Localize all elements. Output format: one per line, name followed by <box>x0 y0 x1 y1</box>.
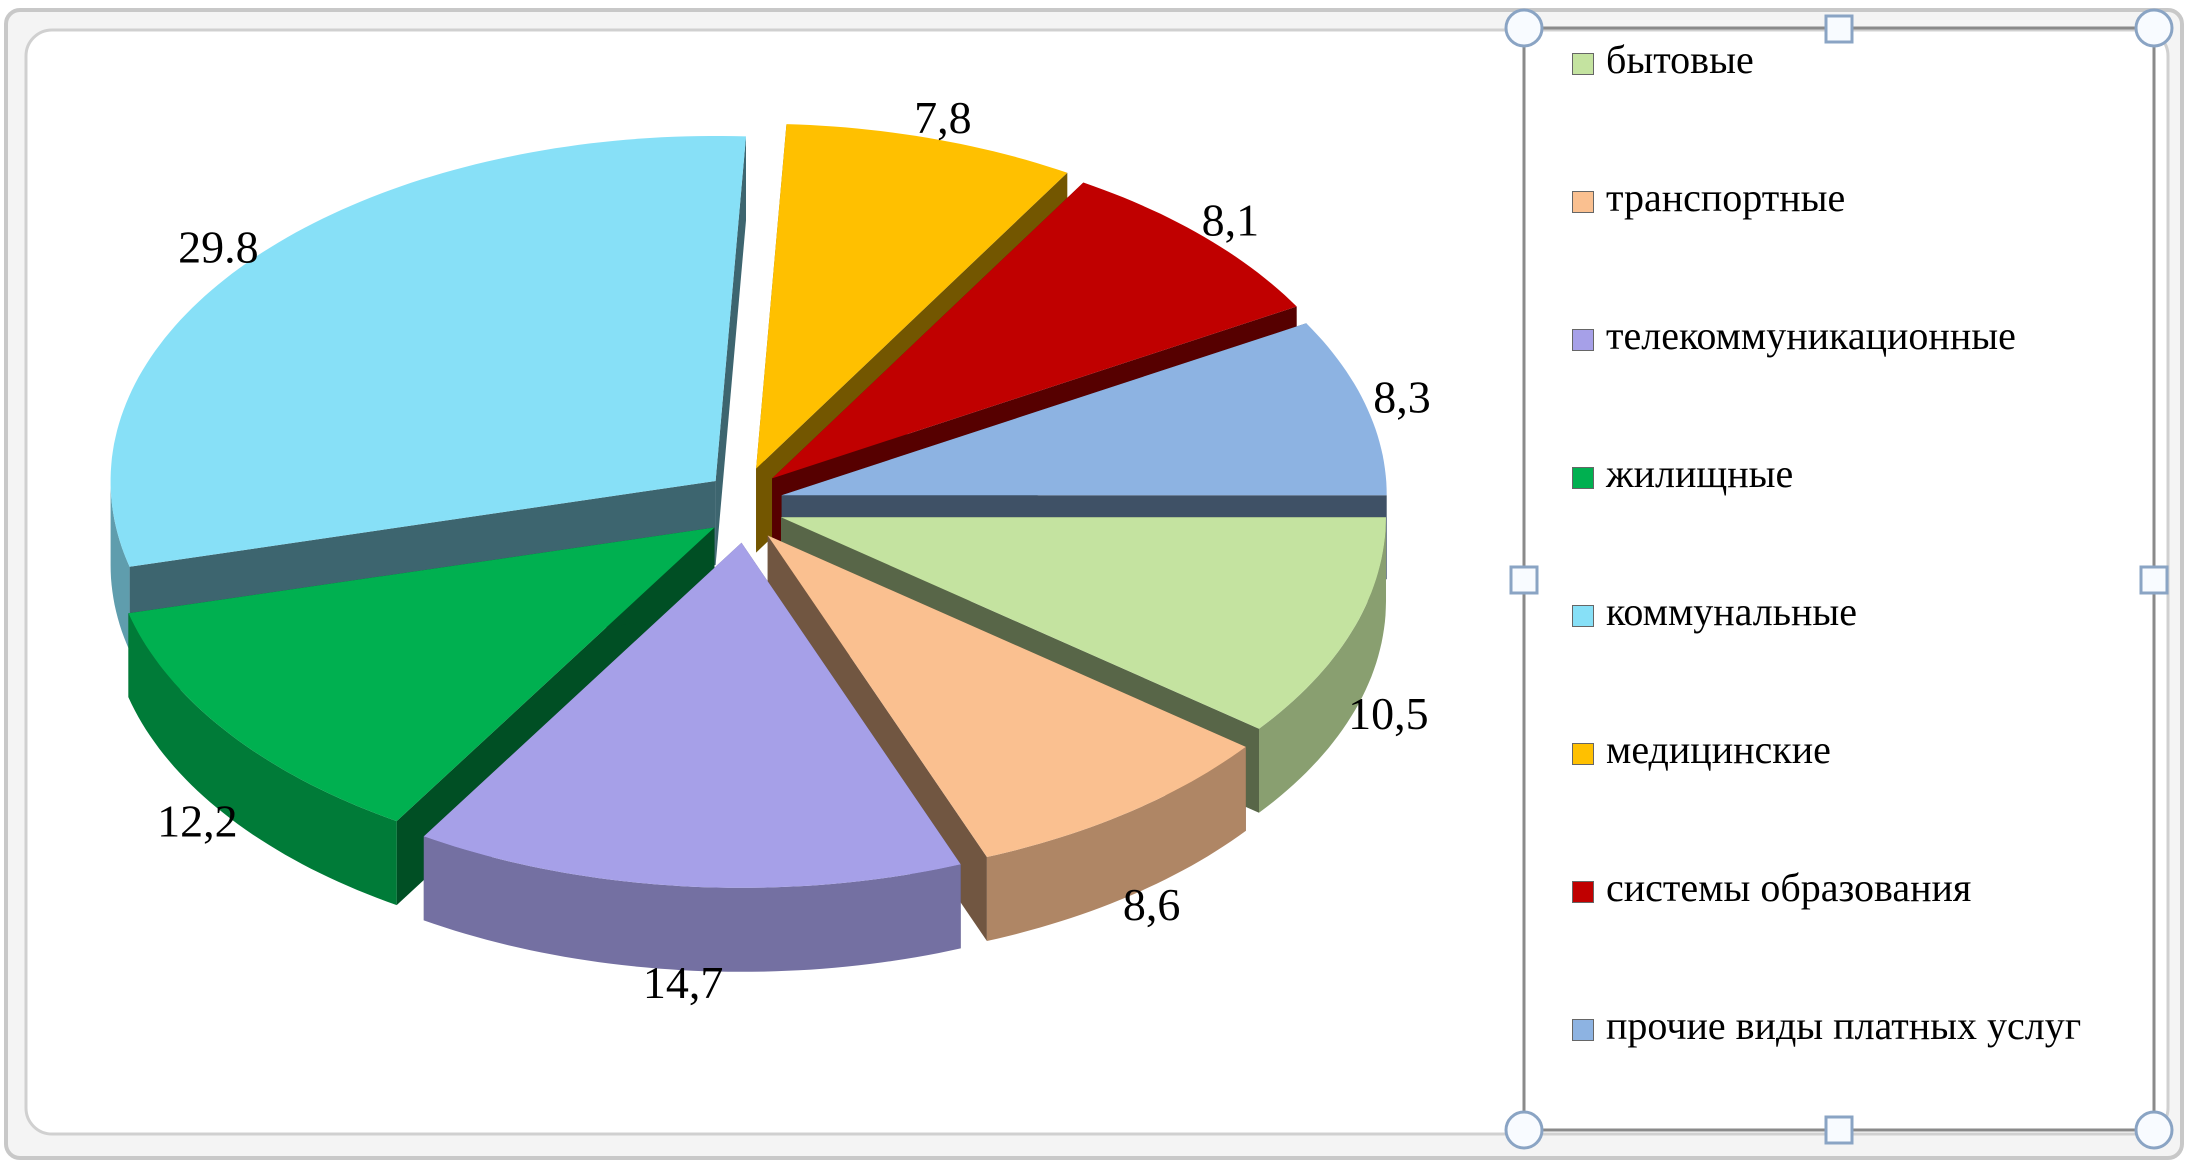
legend-swatch <box>1572 1019 1594 1041</box>
legend-swatch <box>1572 329 1594 351</box>
slice-wall <box>1259 517 1386 813</box>
selection-handles <box>1504 8 2174 1150</box>
data-label: 8,3 <box>1373 371 1431 422</box>
slice <box>772 182 1297 479</box>
legend-swatch <box>1572 467 1594 489</box>
legend-swatch <box>1572 881 1594 903</box>
legend-item: транспортные <box>1560 176 2120 314</box>
data-label: 29.8 <box>178 222 259 273</box>
slice <box>423 542 961 888</box>
legend-item: медицинские <box>1560 728 2120 866</box>
legend-swatch <box>1572 53 1594 75</box>
data-label: 10,5 <box>1348 688 1429 739</box>
legend-item: прочие виды платных услуг <box>1560 1004 2120 1142</box>
legend: бытовые транспортные телекоммуникационные ж… <box>1560 38 2120 1142</box>
slice-wall <box>986 746 1246 941</box>
data-label: 14,7 <box>643 957 724 1008</box>
data-label: 7,8 <box>914 92 972 143</box>
slice <box>781 517 1386 729</box>
legend-swatch <box>1572 191 1594 213</box>
legend-item: коммунальные <box>1560 590 2120 728</box>
legend-label: медицинские <box>1606 727 1831 772</box>
slice-wall <box>423 836 961 972</box>
slice <box>767 535 1246 857</box>
slice-wall <box>128 613 397 906</box>
slice-side <box>715 136 746 565</box>
data-label: 8,6 <box>1123 879 1181 930</box>
legend-item: бытовые <box>1560 38 2120 176</box>
legend-swatch <box>1572 605 1594 627</box>
legend-label: прочие виды платных услуг <box>1606 1003 2082 1048</box>
legend-item: жилищные <box>1560 452 2120 590</box>
slice <box>781 323 1387 496</box>
legend-item: телекоммуникационные <box>1560 314 2120 452</box>
slice <box>756 124 1068 469</box>
legend-label: транспортные <box>1606 175 1846 220</box>
legend-label: телекоммуникационные <box>1606 313 2016 358</box>
slice <box>110 136 747 567</box>
legend-label: бытовые <box>1606 37 1754 82</box>
legend-swatch <box>1572 743 1594 765</box>
legend-label: коммунальные <box>1606 589 1858 634</box>
legend-item: системы образования <box>1560 866 2120 1004</box>
legend-label: системы образования <box>1606 865 1972 910</box>
slice <box>128 527 715 822</box>
data-label: 8,1 <box>1202 194 1260 245</box>
slice-wall <box>110 481 130 651</box>
pie <box>110 124 1387 972</box>
data-label: 12,2 <box>157 796 238 847</box>
legend-label: жилищные <box>1606 451 1794 496</box>
